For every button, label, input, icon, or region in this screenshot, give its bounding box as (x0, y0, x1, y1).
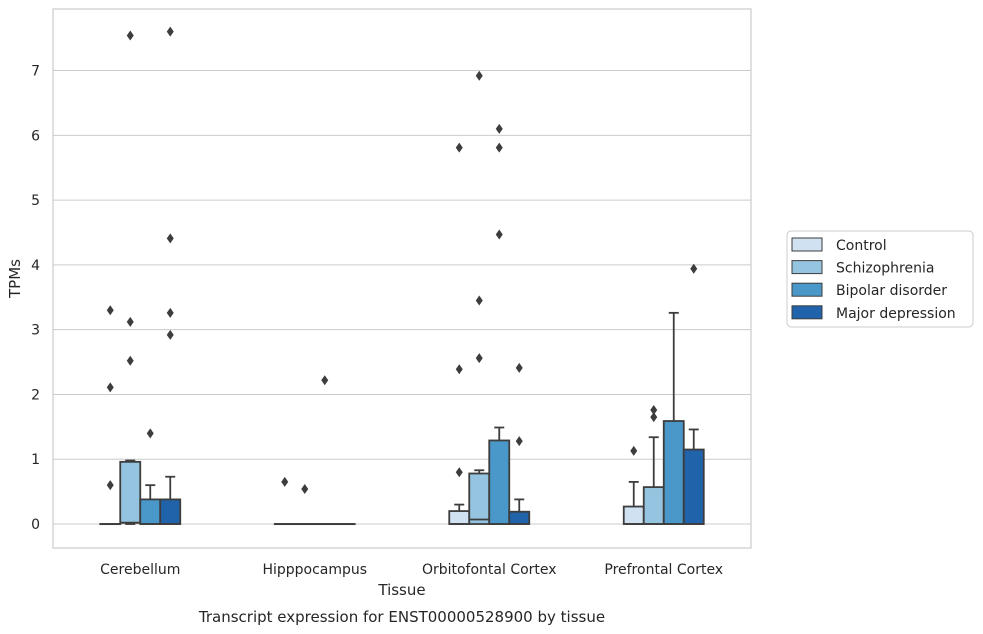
x-tick-label: Cerebellum (100, 562, 180, 578)
iqr-box (139, 498, 162, 525)
box-group (448, 142, 471, 525)
legend-label: Bipolar disorder (836, 283, 947, 299)
y-tick-label: 2 (31, 387, 40, 403)
y-tick-label: 7 (31, 64, 40, 80)
box-marks (99, 26, 705, 526)
outlier-point (475, 353, 483, 364)
outlier-point (166, 329, 174, 340)
outlier-point (106, 305, 114, 316)
y-tick-label: 0 (31, 517, 40, 533)
outlier-point (321, 375, 329, 386)
y-tick-label: 5 (31, 193, 40, 209)
legend-swatch (791, 237, 823, 252)
outlier-point (630, 445, 638, 456)
outlier-point (166, 307, 174, 318)
x-tick-label: Hipppocampus (262, 562, 367, 578)
box-group (508, 362, 531, 525)
outlier-point (455, 467, 463, 478)
iqr-box (448, 510, 471, 525)
outlier-point (515, 362, 523, 373)
legend-label: Schizophrenia (836, 261, 934, 277)
chart-caption: Transcript expression for ENST0000052890… (198, 608, 605, 626)
plot-frame (52, 8, 752, 549)
outlier-point (166, 26, 174, 37)
outlier-point (650, 405, 658, 416)
iqr-box (508, 510, 531, 525)
box-group (119, 30, 142, 525)
outlier-point (495, 229, 503, 240)
x-axis-ticks: Cerebellum Hipppocampus Orbitofontal Corte… (100, 562, 723, 578)
box-group (99, 305, 122, 526)
legend: Control Schizophrenia Bipolar disorder Majo… (786, 230, 974, 328)
outlier-point (475, 70, 483, 81)
outlier-point (106, 480, 114, 491)
y-tick-label: 1 (31, 452, 40, 468)
outlier-point (495, 142, 503, 153)
outlier-point (126, 355, 134, 366)
iqr-box (682, 448, 705, 525)
outlier-point (126, 316, 134, 327)
iqr-box (662, 420, 685, 525)
outlier-point (495, 123, 503, 134)
iqr-box (642, 486, 665, 525)
legend-swatch (791, 260, 823, 275)
legend-swatch (791, 305, 823, 320)
iqr-box (159, 498, 182, 525)
legend-frame (786, 230, 974, 328)
outlier-point (455, 364, 463, 375)
box-group (682, 263, 705, 525)
outlier-point (650, 412, 658, 423)
iqr-box (119, 460, 142, 524)
x-axis-label: Tissue (377, 581, 425, 599)
x-tick-label: Orbitofontal Cortex (422, 562, 557, 578)
plot-area (53, 9, 751, 548)
outlier-point (126, 30, 134, 41)
legend-label: Control (836, 238, 887, 254)
x-tick-label: Prefrontal Cortex (604, 562, 723, 578)
y-tick-label: 3 (31, 323, 40, 339)
legend-swatch (791, 282, 823, 297)
y-axis-ticks: 0 1 2 3 4 5 6 7 (31, 64, 40, 533)
box-group (313, 375, 336, 526)
box-group (642, 405, 665, 525)
box-group (622, 445, 645, 525)
iqr-box (488, 439, 511, 525)
outlier-point (301, 484, 309, 495)
y-tick-label: 6 (31, 128, 40, 144)
box-group (488, 123, 511, 525)
y-tick-label: 4 (31, 258, 40, 274)
outlier-point (690, 263, 698, 274)
outlier-point (106, 382, 114, 393)
outlier-point (475, 295, 483, 306)
outlier-point (455, 142, 463, 153)
legend-label: Major depression (836, 306, 956, 322)
iqr-box (622, 505, 645, 525)
outlier-point (281, 476, 289, 487)
y-axis-label: TPMs (6, 259, 24, 299)
iqr-box (468, 472, 491, 525)
outlier-point (146, 428, 154, 439)
outlier-point (515, 436, 523, 447)
box-group (159, 26, 182, 525)
outlier-point (166, 233, 174, 244)
